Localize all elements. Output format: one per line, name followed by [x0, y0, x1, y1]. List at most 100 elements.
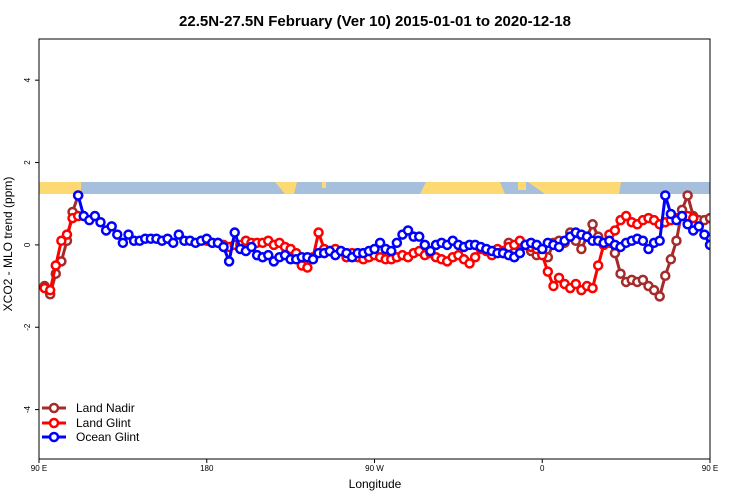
data-point-land-glint: [56, 235, 67, 247]
map-strip: [39, 182, 710, 194]
data-point-land-glint: [50, 260, 62, 271]
series-ocean-glint: [72, 190, 742, 267]
legend-label-land-nadir: Land Nadir: [76, 401, 135, 415]
data-point-land-nadir: [637, 274, 649, 286]
legend-marker-ocean-glint: [48, 431, 60, 443]
data-point-ocean-glint: [106, 221, 117, 232]
data-point-land-nadir: [654, 291, 665, 302]
data-point-ocean-glint: [537, 243, 548, 255]
data-point-land-glint: [687, 212, 699, 224]
data-point-land-nadir: [682, 190, 693, 201]
y-axis-label: XCO2 - MLO trend (ppm): [1, 177, 15, 312]
data-point-ocean-glint: [223, 256, 235, 267]
data-point-ocean-glint: [665, 208, 677, 220]
data-point-land-nadir: [576, 243, 587, 255]
y-tick-label: 0: [23, 242, 32, 247]
data-point-ocean-glint: [693, 221, 705, 232]
x-axis-label: Longitude: [349, 477, 402, 491]
data-point-land-nadir: [728, 218, 736, 226]
data-point-land-glint: [570, 278, 582, 290]
land-patch: [39, 182, 81, 194]
data-point-land-nadir: [671, 235, 682, 247]
legend-label-ocean-glint: Ocean Glint: [76, 430, 140, 444]
data-point-land-nadir: [660, 270, 671, 282]
data-point-ocean-glint: [682, 219, 693, 230]
data-point-ocean-glint: [173, 229, 185, 240]
data-point-ocean-glint: [307, 254, 319, 265]
legend-marker-land-nadir: [48, 402, 60, 414]
data-point-land-glint: [302, 262, 313, 273]
chart-title: 22.5N-27.5N February (Ver 10) 2015-01-01…: [179, 13, 571, 30]
data-point-land-nadir: [717, 222, 725, 230]
y-tick-label: -4: [23, 405, 32, 413]
data-point-ocean-glint: [246, 241, 257, 253]
data-point-land-glint: [61, 229, 73, 240]
data-point-ocean-glint: [734, 235, 742, 243]
data-point-ocean-glint: [514, 247, 526, 259]
data-point-ocean-glint: [386, 245, 397, 257]
data-point-ocean-glint: [553, 241, 565, 253]
data-point-ocean-glint: [112, 229, 123, 240]
land-patch: [275, 182, 297, 194]
data-point-land-nadir: [665, 254, 677, 265]
data-point-land-glint: [464, 258, 475, 269]
legend: Land Nadir Land Glint Ocean Glint: [42, 401, 140, 444]
data-point-ocean-glint: [89, 210, 101, 222]
x-tick-label: 90 W: [365, 464, 384, 473]
land-patch: [518, 182, 526, 190]
x-tick-label: 90 E: [702, 464, 718, 473]
data-point-ocean-glint: [723, 237, 731, 245]
data-point-ocean-glint: [728, 235, 736, 243]
land-patch: [528, 182, 621, 194]
data-point-land-glint: [553, 272, 565, 284]
data-point-land-glint: [609, 225, 621, 236]
data-point-land-glint: [44, 284, 56, 296]
series-layer: [39, 190, 742, 302]
data-point-land-nadir: [704, 212, 710, 224]
y-tick-label: 2: [23, 160, 32, 165]
data-point-ocean-glint: [263, 249, 274, 261]
data-point-land-glint: [542, 266, 554, 277]
data-point-ocean-glint: [654, 235, 665, 247]
data-point-ocean-glint: [712, 231, 720, 239]
data-point-ocean-glint: [117, 237, 129, 249]
data-point-land-glint: [548, 280, 559, 292]
data-point-land-glint: [313, 227, 324, 238]
data-point-ocean-glint: [419, 239, 431, 251]
data-point-land-glint: [587, 282, 598, 294]
data-point-land-nadir: [587, 219, 598, 230]
data-point-ocean-glint: [425, 245, 436, 257]
land-patch: [322, 182, 326, 188]
data-point-land-nadir: [734, 216, 742, 224]
x-tick-label: 180: [200, 464, 214, 473]
data-point-ocean-glint: [218, 241, 229, 253]
data-point-ocean-glint: [72, 190, 84, 201]
data-point-land-nadir: [712, 220, 720, 228]
data-point-ocean-glint: [699, 229, 710, 240]
y-tick-label: 4: [23, 77, 32, 82]
data-point-ocean-glint: [391, 237, 403, 249]
data-point-ocean-glint: [95, 216, 106, 228]
land-patch: [420, 182, 505, 194]
data-point-land-glint: [592, 260, 604, 271]
plot-frame: [38, 38, 711, 460]
data-point-ocean-glint: [660, 190, 671, 201]
data-point-ocean-glint: [167, 237, 179, 249]
data-point-land-glint: [620, 210, 632, 222]
legend-label-land-glint: Land Glint: [76, 416, 131, 430]
data-point-land-nadir: [648, 284, 660, 296]
data-point-ocean-glint: [704, 239, 710, 251]
data-point-ocean-glint: [123, 229, 134, 240]
data-point-land-nadir: [615, 268, 626, 279]
y-tick-label: -2: [23, 323, 32, 331]
data-point-ocean-glint: [229, 227, 240, 238]
legend-marker-land-glint: [48, 417, 60, 429]
data-point-ocean-glint: [676, 210, 688, 222]
data-point-ocean-glint: [637, 235, 649, 247]
data-point-land-glint: [469, 251, 481, 263]
data-point-ocean-glint: [717, 237, 725, 245]
data-point-ocean-glint: [374, 237, 386, 249]
data-point-ocean-glint: [413, 231, 425, 242]
